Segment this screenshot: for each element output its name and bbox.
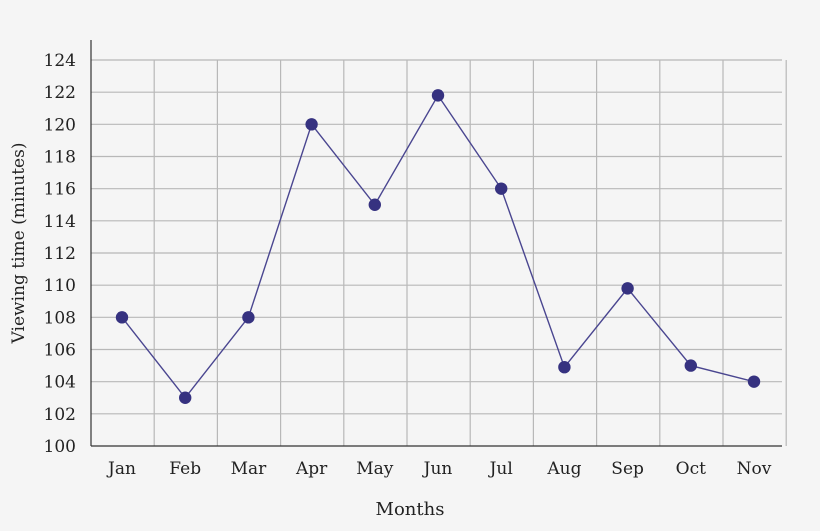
x-tick-label: Jul bbox=[488, 459, 513, 479]
data-point bbox=[431, 89, 445, 102]
x-tick-label: Oct bbox=[676, 459, 706, 479]
data-point bbox=[684, 359, 697, 372]
y-tick-label: 124 bbox=[44, 51, 76, 71]
data-point bbox=[305, 118, 318, 131]
x-tick-label: Feb bbox=[169, 459, 201, 479]
y-tick-label: 108 bbox=[44, 308, 76, 328]
y-tick-label: 116 bbox=[44, 180, 76, 200]
y-tick-label: 114 bbox=[44, 212, 76, 232]
series bbox=[115, 89, 761, 404]
y-tick-label: 104 bbox=[44, 373, 76, 393]
grid bbox=[91, 59, 787, 446]
y-tick-label: 106 bbox=[44, 341, 76, 361]
data-point bbox=[747, 375, 761, 388]
x-tick-label: Jan bbox=[106, 459, 136, 479]
x-tick-label: May bbox=[356, 459, 394, 479]
y-tick-label: 112 bbox=[44, 244, 76, 264]
x-tick-label: Aug bbox=[546, 459, 581, 479]
data-point bbox=[621, 282, 634, 295]
x-axis-label: Months bbox=[376, 499, 445, 520]
y-tick-label: 110 bbox=[44, 276, 76, 296]
y-tick-label: 122 bbox=[44, 83, 76, 103]
x-tick-label: Apr bbox=[295, 459, 328, 479]
x-tick-label: Nov bbox=[737, 459, 772, 479]
data-point bbox=[242, 311, 255, 324]
y-tick-label: 100 bbox=[44, 437, 76, 457]
data-point bbox=[558, 360, 571, 374]
data-point bbox=[115, 311, 129, 324]
x-tick-label: Jun bbox=[422, 459, 453, 479]
x-tick-label: Sep bbox=[611, 459, 644, 479]
x-tick-labels: Jan Feb Mar Apr May Jun Jul Aug Sep Oct Nov bbox=[106, 459, 772, 479]
data-point bbox=[368, 198, 381, 211]
y-tick-labels: 100 102 104 106 108 110 112 114 116 118 120 122 124 bbox=[44, 51, 76, 457]
y-axis-label: Viewing time (minutes) bbox=[9, 143, 29, 345]
y-tick-label: 120 bbox=[44, 115, 76, 135]
data-point bbox=[179, 391, 192, 404]
x-tick-label: Mar bbox=[231, 459, 268, 479]
y-tick-label: 118 bbox=[44, 148, 76, 168]
data-point bbox=[495, 182, 508, 195]
y-tick-label: 102 bbox=[44, 405, 76, 425]
axes bbox=[90, 40, 782, 447]
